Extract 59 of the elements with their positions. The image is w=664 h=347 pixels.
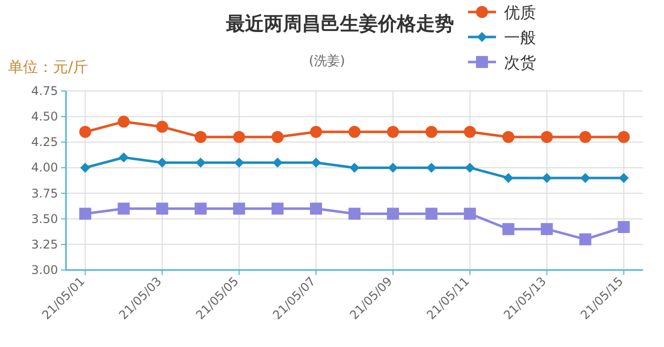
chart-subtitle: (洗姜): [308, 53, 346, 69]
y-tick-label: 3.25: [31, 237, 58, 252]
y-tick-label: 4.00: [31, 160, 58, 175]
point: [618, 131, 630, 144]
point: [118, 116, 130, 128]
chart-title: 最近两周昌邑生姜价格走势: [225, 13, 454, 35]
point: [118, 202, 130, 215]
point: [118, 152, 129, 162]
point: [311, 158, 322, 168]
point: [233, 202, 246, 215]
point: [310, 202, 322, 215]
y-tick-label: 4.75: [31, 84, 58, 98]
point: [79, 126, 92, 138]
point: [464, 208, 476, 220]
legend-label: 次货: [504, 53, 536, 72]
point: [194, 131, 207, 144]
point: [350, 162, 360, 173]
y-tick-label: 3.00: [31, 263, 58, 277]
y-tick-label: 3.75: [31, 186, 58, 200]
point: [542, 172, 552, 183]
point: [272, 158, 283, 168]
point: [425, 208, 438, 220]
point: [426, 162, 436, 173]
point: [348, 126, 360, 138]
point: [464, 126, 476, 138]
point: [310, 126, 322, 138]
point: [502, 223, 514, 236]
point: [388, 162, 398, 173]
legend-label: 优质: [504, 3, 536, 22]
point: [234, 158, 244, 168]
legend-label: 一般: [504, 28, 536, 47]
point: [79, 208, 92, 220]
point: [156, 120, 168, 133]
point: [348, 208, 360, 220]
point: [540, 131, 553, 144]
point: [196, 158, 206, 168]
point: [464, 162, 475, 173]
point: [579, 233, 592, 246]
point: [579, 131, 592, 144]
point: [233, 131, 246, 144]
point: [502, 131, 514, 144]
point: [156, 202, 168, 215]
y-tick-label: 4.50: [31, 110, 58, 124]
point: [80, 162, 90, 173]
y-tick-label: 4.25: [31, 135, 58, 150]
point: [386, 126, 399, 138]
point: [272, 131, 284, 144]
point: [580, 172, 590, 183]
point: [386, 208, 399, 220]
y-axis-title: 单位：元/斤: [8, 58, 88, 76]
point: [503, 172, 514, 183]
point: [618, 172, 629, 183]
point: [157, 158, 168, 168]
point: [272, 202, 284, 215]
point: [425, 126, 438, 138]
point: [194, 202, 207, 215]
point: [540, 223, 553, 236]
point: [618, 221, 630, 234]
y-tick-label: 3.50: [31, 212, 58, 226]
